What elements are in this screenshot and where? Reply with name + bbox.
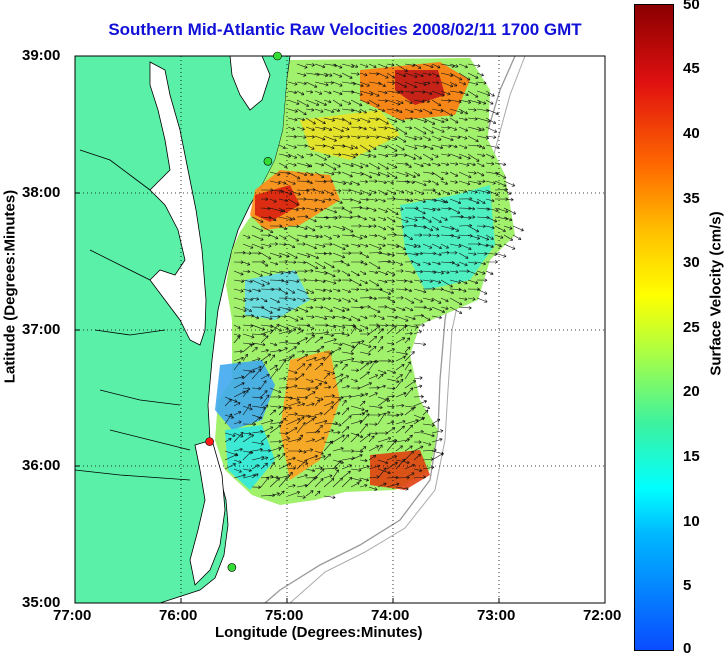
delaware-bay: [229, 56, 271, 111]
colorbar-tick: 45: [683, 60, 700, 77]
velocity-arrows: [224, 63, 524, 500]
y-tick-label: 36:00: [22, 457, 61, 474]
colorbar: [634, 4, 674, 651]
x-tick-label: 74:00: [371, 607, 410, 624]
velocity-blue-patch: [215, 360, 275, 430]
chesapeake-bay: [149, 61, 207, 346]
river: [75, 149, 191, 481]
map-title: Southern Mid-Atlantic Raw Velocities 200…: [108, 20, 582, 39]
velocity-cyan-north: [400, 185, 495, 290]
velocity-red-core: [395, 70, 445, 105]
y-tick-label: 35:00: [22, 594, 61, 611]
pamlico-sound: [189, 439, 226, 586]
colorbar-tick: 25: [683, 319, 700, 336]
y-tick-label: 39:00: [22, 47, 61, 64]
velocity-red-coast: [255, 185, 300, 222]
colorbar-tick: 40: [683, 125, 700, 142]
x-axis-label: Longitude (Degrees:Minutes): [215, 624, 423, 641]
colorbar-tick: 15: [683, 448, 700, 465]
x-tick-label: 75:00: [265, 607, 304, 624]
grid: [75, 56, 605, 603]
x-tick-label: 73:00: [477, 607, 516, 624]
colorbar-tick: 30: [683, 254, 700, 271]
colorbar-tick: 10: [683, 513, 700, 530]
station-marker: [205, 437, 214, 446]
x-tick-label: 77:00: [53, 607, 92, 624]
x-tick-label: 76:00: [159, 607, 198, 624]
land-mass: [75, 56, 291, 603]
colorbar-tick: 0: [683, 640, 692, 657]
velocity-cyan-patch: [225, 425, 275, 490]
axis-ticks: [74, 55, 606, 604]
stations: [205, 51, 282, 572]
station-marker: [227, 563, 237, 572]
colorbar-tick: 50: [683, 0, 700, 13]
colorbar-tick: 20: [683, 383, 700, 400]
velocity-vectors: [224, 63, 524, 500]
station-marker: [263, 156, 273, 166]
velocity-red-south: [370, 450, 430, 490]
colorbar-tick: 35: [683, 190, 700, 207]
y-tick-label: 38:00: [22, 184, 61, 201]
x-tick-label: 72:00: [583, 607, 622, 624]
colorbar-label: Surface Velocity (cm/s): [707, 211, 724, 376]
station-marker: [273, 51, 282, 61]
y-tick-label: 37:00: [22, 321, 61, 338]
colorbar-tick: 5: [683, 577, 692, 594]
bathymetry-contour: [289, 56, 526, 603]
y-axis-label: Latitude (Degrees:Minutes): [1, 189, 19, 384]
